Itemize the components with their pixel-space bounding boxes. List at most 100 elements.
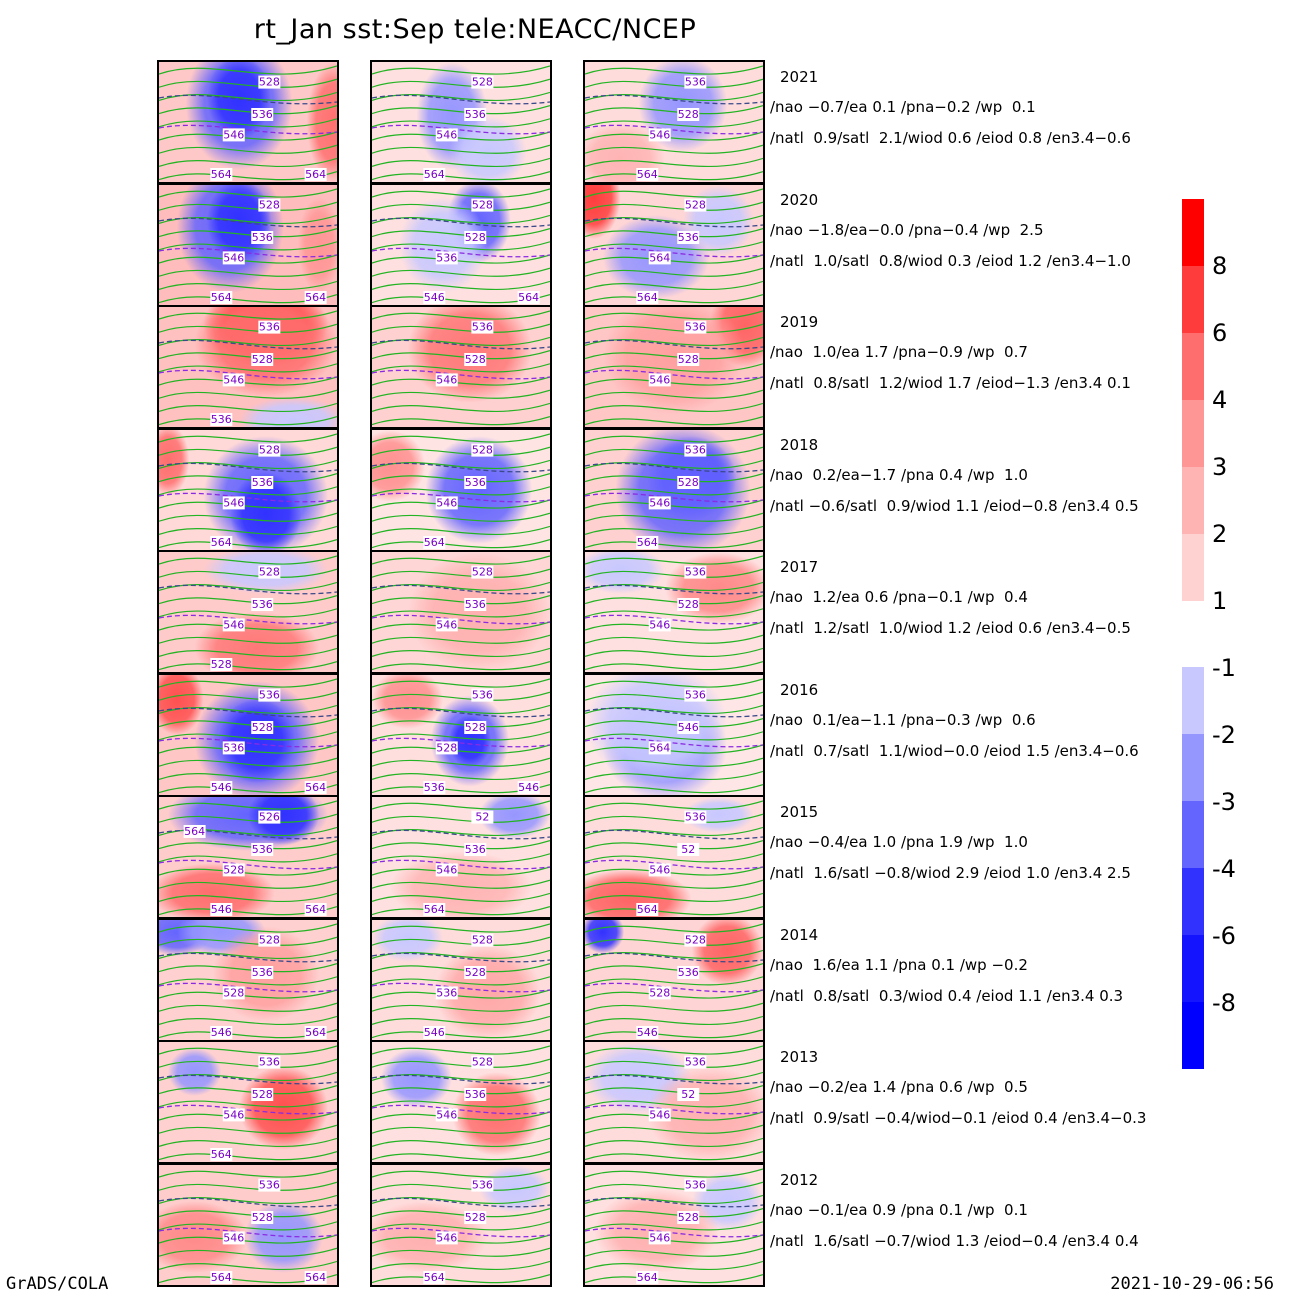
height-contour bbox=[585, 1137, 763, 1148]
contour-label: 536 bbox=[259, 1056, 280, 1069]
height-contour bbox=[372, 363, 550, 373]
height-contour bbox=[585, 416, 763, 426]
coastline bbox=[454, 504, 532, 533]
map-panel: 528 536 528 546 564 bbox=[157, 917, 339, 1042]
sst-indices: /natl −0.6/satl 0.9/wiod 1.1 /eiod−0.8 /… bbox=[770, 496, 1139, 515]
height-contour bbox=[159, 446, 337, 456]
contour-label: 546 bbox=[436, 496, 457, 509]
anomaly-shading bbox=[380, 1048, 453, 1108]
height-contour bbox=[585, 1181, 763, 1191]
height-contour bbox=[159, 416, 337, 426]
contour-label-bg bbox=[251, 475, 274, 489]
height-contour bbox=[159, 105, 337, 115]
anomaly-shading bbox=[585, 919, 625, 954]
contour-label-bg bbox=[648, 128, 671, 142]
contour-label: 528 bbox=[259, 566, 280, 579]
colorbar-tick-label: -4 bbox=[1212, 855, 1236, 883]
climatology-contour bbox=[159, 462, 337, 472]
contour-label: 528 bbox=[223, 986, 244, 999]
coastline bbox=[454, 381, 532, 410]
contour-label: 536 bbox=[252, 476, 273, 489]
climatology-contour bbox=[585, 1074, 763, 1085]
year-annotation: 2016/nao 0.1/ea−1.1 /pna−0.3 /wp 0.6/nat… bbox=[770, 681, 1200, 771]
height-contour bbox=[159, 757, 337, 767]
contour-label-bg bbox=[423, 780, 446, 794]
height-contour bbox=[585, 1045, 763, 1055]
sst-indices: /natl 1.2/satl 1.0/wiod 1.2 /eiod 0.6 /e… bbox=[770, 619, 1131, 637]
height-contour bbox=[159, 853, 337, 863]
coastline bbox=[417, 201, 429, 225]
height-contour bbox=[372, 105, 550, 115]
contour-label-bg bbox=[648, 1230, 671, 1244]
colorbar-tick-label: 1 bbox=[1212, 587, 1228, 615]
map-panel: 528 536 564 564 bbox=[583, 182, 765, 307]
contour-label: 564 bbox=[305, 291, 326, 304]
height-contour bbox=[159, 962, 337, 972]
contour-label: 546 bbox=[649, 373, 670, 386]
height-contour bbox=[159, 800, 337, 810]
contour-label-bg bbox=[210, 1148, 233, 1161]
height-contour bbox=[159, 879, 337, 889]
coastline bbox=[630, 936, 642, 960]
contour-label-bg bbox=[471, 75, 494, 89]
contour-label: 536 bbox=[252, 598, 273, 611]
contour-label-bg bbox=[677, 598, 700, 611]
height-contour bbox=[372, 187, 550, 198]
contour-label: 546 bbox=[649, 128, 670, 141]
contour-label: 564 bbox=[424, 903, 445, 916]
year-label: 2021 bbox=[780, 68, 819, 86]
year-annotation: 2012/nao −0.1/ea 0.9 /pna 0.1 /wp 0.1/na… bbox=[770, 1171, 1200, 1261]
coastline bbox=[241, 994, 319, 1023]
contour-label: 536 bbox=[685, 76, 706, 89]
height-contour bbox=[585, 757, 763, 767]
climatology-contour bbox=[585, 462, 763, 472]
height-contour bbox=[372, 975, 550, 985]
contour-label-bg bbox=[210, 290, 233, 304]
year-annotation: 2013/nao −0.2/ea 1.4 /pna 0.6 /wp 0.5/na… bbox=[770, 1048, 1200, 1138]
coastline bbox=[454, 626, 532, 655]
height-contour bbox=[372, 144, 550, 154]
climatology-contour bbox=[372, 707, 550, 717]
height-contour bbox=[159, 389, 337, 399]
climatology-contour bbox=[372, 462, 550, 472]
height-contour bbox=[585, 485, 763, 495]
colorbar-swatch bbox=[1182, 935, 1204, 1002]
height-contour bbox=[585, 1124, 763, 1134]
contour-label-bg bbox=[222, 250, 245, 264]
height-contour bbox=[372, 879, 550, 889]
height-contour bbox=[585, 187, 763, 198]
coastline bbox=[630, 691, 642, 715]
height-contour bbox=[585, 1220, 763, 1230]
contour-label: 546 bbox=[436, 863, 457, 876]
colorbar-tick-label: 4 bbox=[1212, 386, 1228, 414]
teleconnection-indices: /nao 1.0/ea 1.7 /pna−0.9 /wp 0.7 bbox=[770, 343, 1028, 361]
coastline bbox=[454, 259, 532, 288]
coastline bbox=[204, 446, 216, 470]
coastline bbox=[454, 136, 532, 165]
height-contour bbox=[372, 1045, 550, 1055]
coastline bbox=[417, 691, 429, 715]
height-contour bbox=[372, 1151, 550, 1161]
coastline bbox=[417, 79, 429, 103]
contour-label: 536 bbox=[436, 986, 457, 999]
contour-label-bg bbox=[251, 108, 274, 121]
contour-label: 546 bbox=[678, 721, 699, 734]
height-contour bbox=[585, 512, 763, 522]
map-panel: 536 52 546 564 bbox=[583, 795, 765, 919]
height-contour bbox=[159, 634, 337, 644]
contour-label-bg bbox=[210, 780, 233, 794]
contour-label: 564 bbox=[211, 291, 232, 304]
contour-label-bg bbox=[677, 843, 700, 856]
height-contour bbox=[159, 555, 337, 565]
height-contour bbox=[372, 538, 550, 548]
height-contour bbox=[585, 1260, 763, 1270]
height-contour bbox=[585, 78, 763, 88]
contour-label-bg bbox=[677, 230, 700, 244]
year-annotation: 2019/nao 1.0/ea 1.7 /pna−0.9 /wp 0.7/nat… bbox=[770, 313, 1200, 403]
contour-label: 546 bbox=[211, 903, 232, 916]
contour-label-bg bbox=[435, 250, 458, 264]
height-contour bbox=[585, 65, 763, 75]
colorbar-swatch bbox=[1182, 734, 1204, 801]
height-contour bbox=[372, 906, 550, 916]
map-panel: 536 528 546 536 bbox=[157, 305, 339, 429]
